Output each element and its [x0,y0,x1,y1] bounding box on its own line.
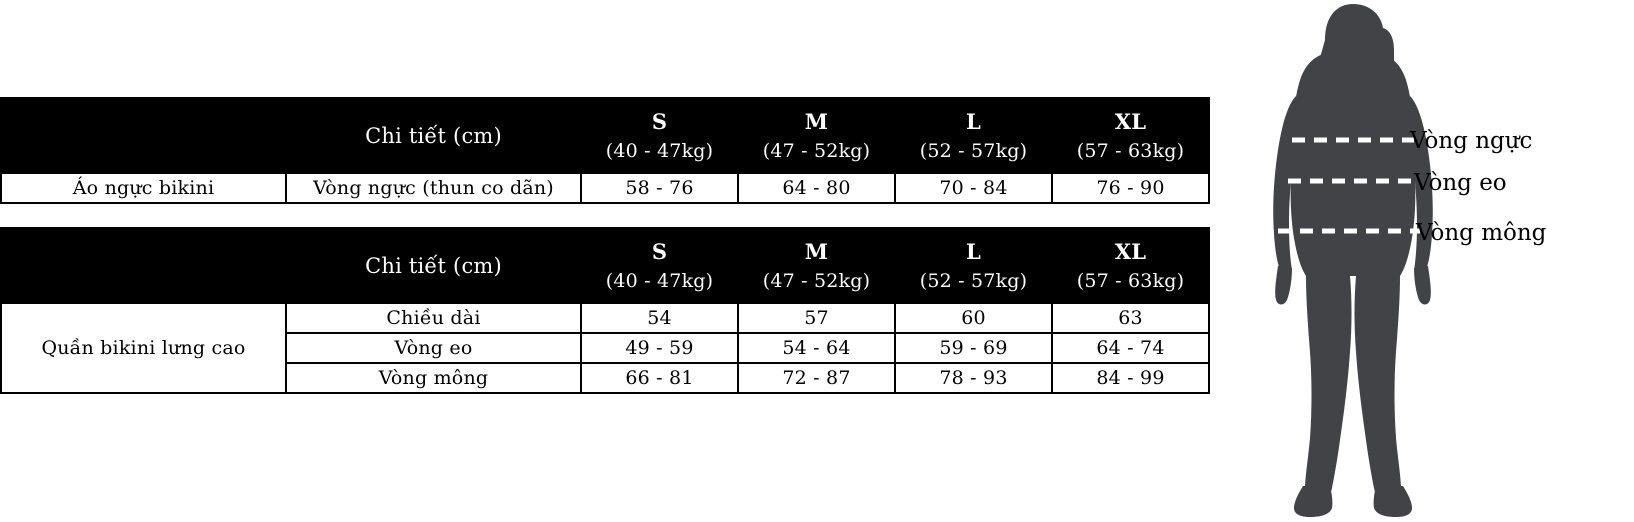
header-size-xl: XL (57 - 63kg) [1051,97,1210,174]
measure-label-bust: Vòng ngực [1410,128,1533,154]
size-weight-xl: (57 - 63kg) [1076,270,1185,292]
header-detail-label: Chi tiết (cm) [285,97,582,174]
size-tables-area: Chi tiết (cm) S (40 - 47kg) M (47 - 52kg… [0,97,1210,394]
header-size-m: M (47 - 52kg) [737,227,896,304]
size-table-bikini-bottom: Chi tiết (cm) S (40 - 47kg) M (47 - 52kg… [0,227,1210,394]
measurement-value-l: 60 [894,302,1053,334]
header-size-m: M (47 - 52kg) [737,97,896,174]
measurement-value-m: 64 - 80 [737,172,896,204]
header-blank-cell [0,227,287,304]
measurement-label: Vòng ngực (thun co dãn) [285,172,582,204]
size-label-s: S [651,238,668,264]
header-size-s: S (40 - 47kg) [580,227,739,304]
measurement-value-s: 58 - 76 [580,172,739,204]
table-row: Vòng eo 49 - 59 54 - 64 59 - 69 64 - 74 [1,332,1210,364]
table-row: Vòng mông 66 - 81 72 - 87 78 - 93 84 - 9… [1,362,1210,394]
size-label-m: M [804,108,829,134]
table-header-row: Chi tiết (cm) S (40 - 47kg) M (47 - 52kg… [0,227,1210,304]
size-weight-s: (40 - 47kg) [605,270,714,292]
size-weight-l: (52 - 57kg) [919,140,1028,162]
measurement-label: Chiều dài [285,302,582,334]
header-blank-cell [0,97,287,174]
body-measurement-figure: Vòng ngực Vòng eo Vòng mông [1230,0,1634,522]
header-size-l: L (52 - 57kg) [894,227,1053,304]
measurement-label: Vòng mông [285,362,582,394]
size-weight-m: (47 - 52kg) [762,140,871,162]
measurement-value-xl: 76 - 90 [1051,172,1210,204]
female-body-silhouette-icon [1273,4,1433,517]
measurement-value-m: 54 - 64 [737,332,896,364]
measurement-value-l: 78 - 93 [894,362,1053,394]
measurement-value-s: 66 - 81 [580,362,739,394]
measure-label-hip: Vòng mông [1416,220,1547,246]
header-size-s: S (40 - 47kg) [580,97,739,174]
size-weight-xl: (57 - 63kg) [1076,140,1185,162]
table-header-row: Chi tiết (cm) S (40 - 47kg) M (47 - 52kg… [0,97,1210,174]
size-weight-l: (52 - 57kg) [919,270,1028,292]
measurement-value-l: 59 - 69 [894,332,1053,364]
size-label-s: S [651,108,668,134]
measurement-value-m: 72 - 87 [737,362,896,394]
product-group-label: Áo ngực bikini [0,172,287,204]
measurement-value-xl: 64 - 74 [1051,332,1210,364]
size-label-xl: XL [1114,108,1147,134]
measure-label-waist: Vòng eo [1414,170,1507,196]
measurement-value-m: 57 [737,302,896,334]
measurement-value-l: 70 - 84 [894,172,1053,204]
size-label-xl: XL [1114,238,1147,264]
product-group-label: Quần bikini lưng cao [0,302,287,394]
size-table-bikini-top: Chi tiết (cm) S (40 - 47kg) M (47 - 52kg… [0,97,1210,204]
measurement-value-xl: 84 - 99 [1051,362,1210,394]
header-detail-label: Chi tiết (cm) [285,227,582,304]
header-size-l: L (52 - 57kg) [894,97,1053,174]
table-row: Quần bikini lưng cao Chiều dài 54 57 60 … [0,302,1210,394]
size-label-l: L [966,108,981,134]
size-label-l: L [966,238,981,264]
measurement-value-s: 54 [580,302,739,334]
measurement-value-s: 49 - 59 [580,332,739,364]
measurement-value-xl: 63 [1051,302,1210,334]
header-size-xl: XL (57 - 63kg) [1051,227,1210,304]
table-row: Áo ngực bikini Vòng ngực (thun co dãn) 5… [0,172,1210,204]
size-label-m: M [804,238,829,264]
size-weight-m: (47 - 52kg) [762,270,871,292]
size-weight-s: (40 - 47kg) [605,140,714,162]
measurement-label: Vòng eo [285,332,582,364]
